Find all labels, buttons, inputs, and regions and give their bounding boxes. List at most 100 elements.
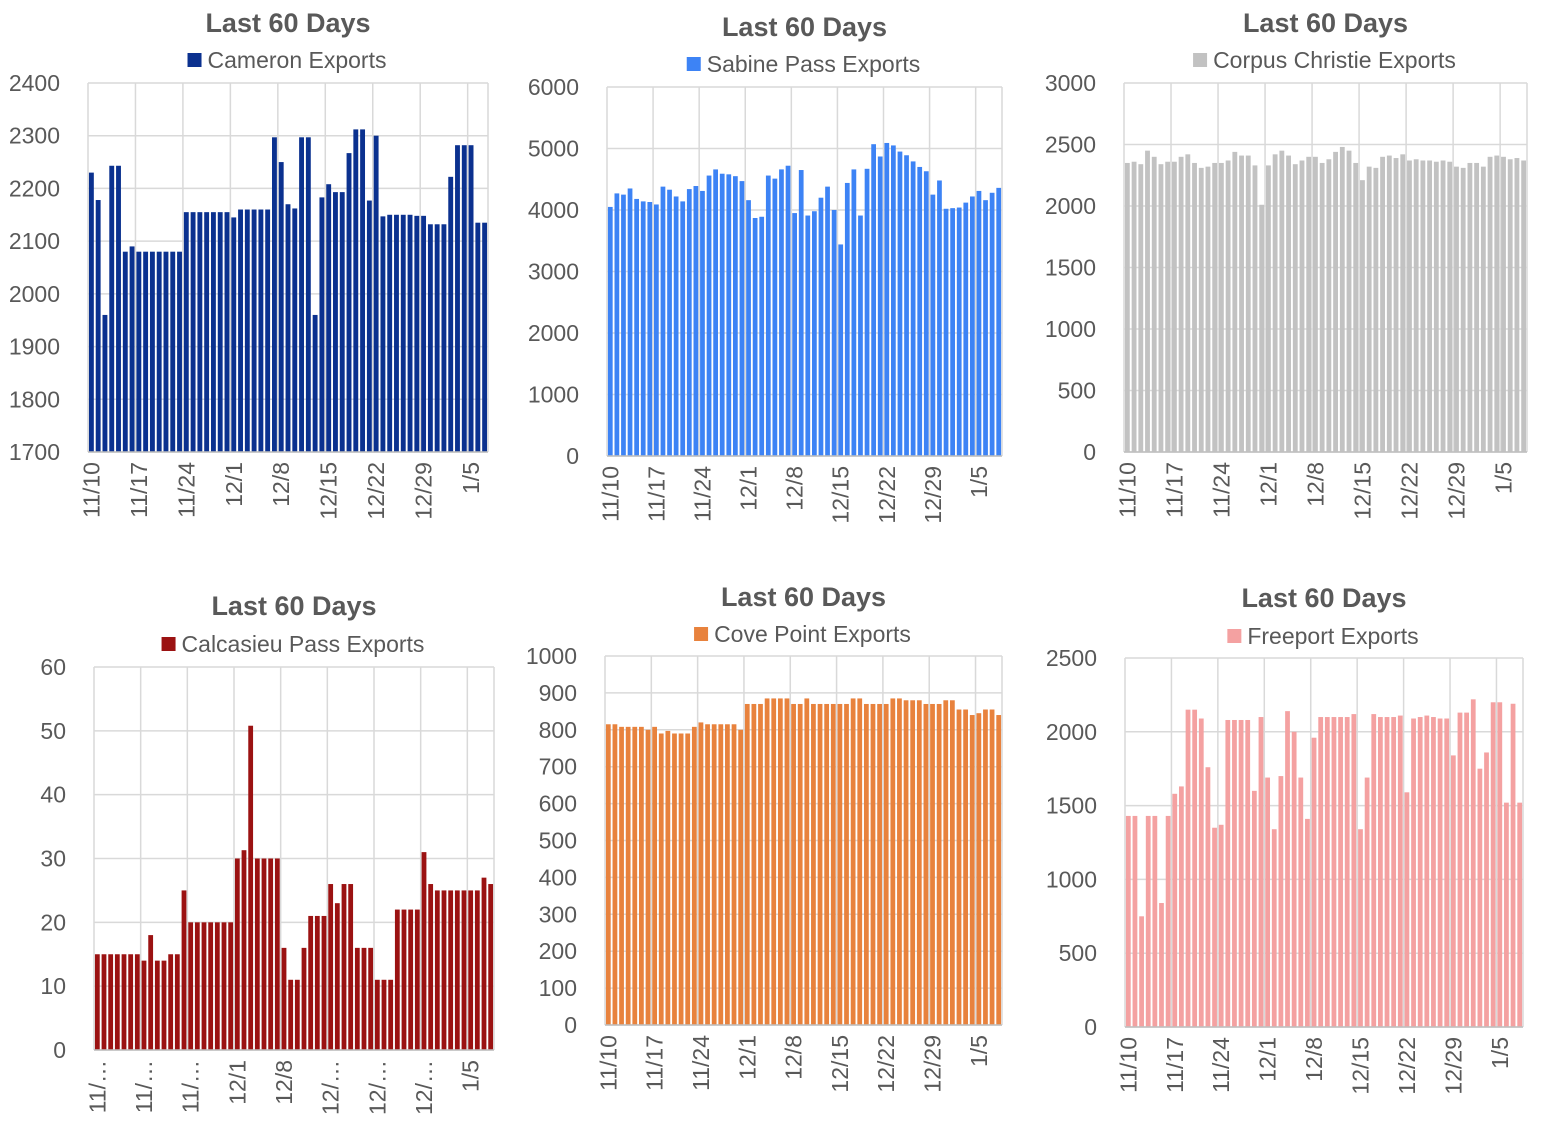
- bar: [1299, 160, 1305, 453]
- bar: [614, 193, 620, 456]
- bar: [1278, 776, 1284, 1027]
- bar: [1397, 715, 1403, 1027]
- bar: [1125, 815, 1131, 1027]
- bar: [1424, 715, 1430, 1027]
- bar: [983, 200, 988, 456]
- bar: [969, 715, 975, 1025]
- bar: [341, 884, 347, 1050]
- bar: [805, 215, 811, 456]
- bar: [488, 884, 494, 1050]
- bar: [434, 890, 440, 1050]
- y-tick-label: 2000: [528, 320, 579, 346]
- bar: [652, 726, 658, 1025]
- bar: [1272, 154, 1278, 452]
- legend-swatch: [686, 57, 701, 71]
- chart-title: Last 60 Days: [1243, 8, 1408, 38]
- y-tick-label: 100: [539, 975, 577, 1001]
- bar: [231, 217, 237, 452]
- bar: [726, 174, 732, 456]
- bar: [1521, 160, 1527, 453]
- bar: [1454, 166, 1459, 452]
- bar: [1450, 755, 1456, 1027]
- x-tick-label: 11/10: [78, 462, 104, 518]
- bar: [837, 703, 843, 1025]
- bar: [785, 165, 791, 456]
- bar: [733, 176, 738, 457]
- bar: [468, 145, 474, 452]
- bar: [818, 197, 824, 456]
- bar: [361, 947, 367, 1050]
- bar: [1138, 164, 1144, 452]
- bar: [1198, 718, 1204, 1027]
- bar: [474, 890, 480, 1050]
- bar: [1313, 156, 1318, 453]
- x-tick-label: 11/…: [84, 1060, 110, 1113]
- bar: [744, 703, 750, 1025]
- bar: [414, 909, 420, 1050]
- x-tick-label: 12/…: [364, 1060, 390, 1115]
- bar: [285, 204, 291, 452]
- bar: [163, 251, 169, 452]
- bar: [678, 733, 684, 1025]
- bar: [394, 909, 400, 1050]
- x-tick-label: 12/1: [734, 1035, 760, 1080]
- y-tick-label: 200: [539, 938, 577, 964]
- bar: [1139, 916, 1144, 1027]
- bar: [1391, 717, 1397, 1027]
- bar: [943, 208, 949, 456]
- bar: [217, 212, 223, 452]
- bar: [454, 890, 460, 1050]
- bar: [883, 703, 889, 1025]
- x-tick-label: 11/10: [1114, 462, 1140, 518]
- corpus-christie-chart: Last 60 Days Corpus Christie Exports 0 500 1…: [1030, 0, 1540, 555]
- bar: [154, 960, 160, 1050]
- bar: [114, 954, 120, 1050]
- bar: [308, 915, 314, 1050]
- y-tick-label: 2000: [1045, 193, 1096, 219]
- bar: [943, 700, 949, 1025]
- bar: [1271, 829, 1277, 1027]
- bar: [903, 700, 909, 1025]
- x-tick-label: 12/29: [920, 1035, 946, 1093]
- bar: [339, 192, 345, 452]
- bar: [1404, 792, 1410, 1027]
- bar: [1218, 162, 1224, 452]
- bar: [752, 217, 758, 456]
- x-tick-label: 11/10: [1115, 1037, 1141, 1093]
- legend-label: Sabine Pass Exports: [707, 51, 921, 77]
- bar: [725, 724, 730, 1025]
- y-tick-label: 1000: [528, 382, 579, 408]
- bar: [1510, 703, 1516, 1027]
- bar: [1185, 709, 1191, 1027]
- bar: [1507, 159, 1513, 452]
- bar: [288, 979, 294, 1050]
- bar: [1291, 731, 1297, 1027]
- bar: [1232, 719, 1237, 1027]
- bar: [108, 954, 114, 1050]
- bar: [738, 729, 744, 1025]
- bar: [197, 212, 203, 452]
- bar: [1171, 161, 1177, 452]
- bar: [963, 202, 969, 456]
- bar: [1285, 711, 1290, 1027]
- bar: [333, 192, 338, 452]
- bar: [441, 224, 447, 452]
- bar: [281, 947, 287, 1050]
- bar: [224, 212, 230, 452]
- bar: [976, 713, 982, 1025]
- bar: [1324, 717, 1330, 1027]
- x-tick-label: 12/22: [874, 466, 900, 524]
- bar: [1474, 162, 1480, 452]
- bar: [673, 196, 679, 456]
- x-tick-label: 12/8: [1301, 1037, 1327, 1082]
- bar: [870, 703, 876, 1025]
- x-tick-label: 12/8: [781, 1035, 807, 1080]
- x-tick-label: 11/17: [126, 462, 152, 518]
- bar: [1497, 702, 1503, 1027]
- bar: [326, 184, 332, 452]
- bar: [319, 197, 325, 452]
- bar: [863, 703, 869, 1025]
- bar: [1373, 167, 1379, 452]
- x-tick-label: 12/8: [1302, 462, 1328, 507]
- bar: [312, 314, 318, 452]
